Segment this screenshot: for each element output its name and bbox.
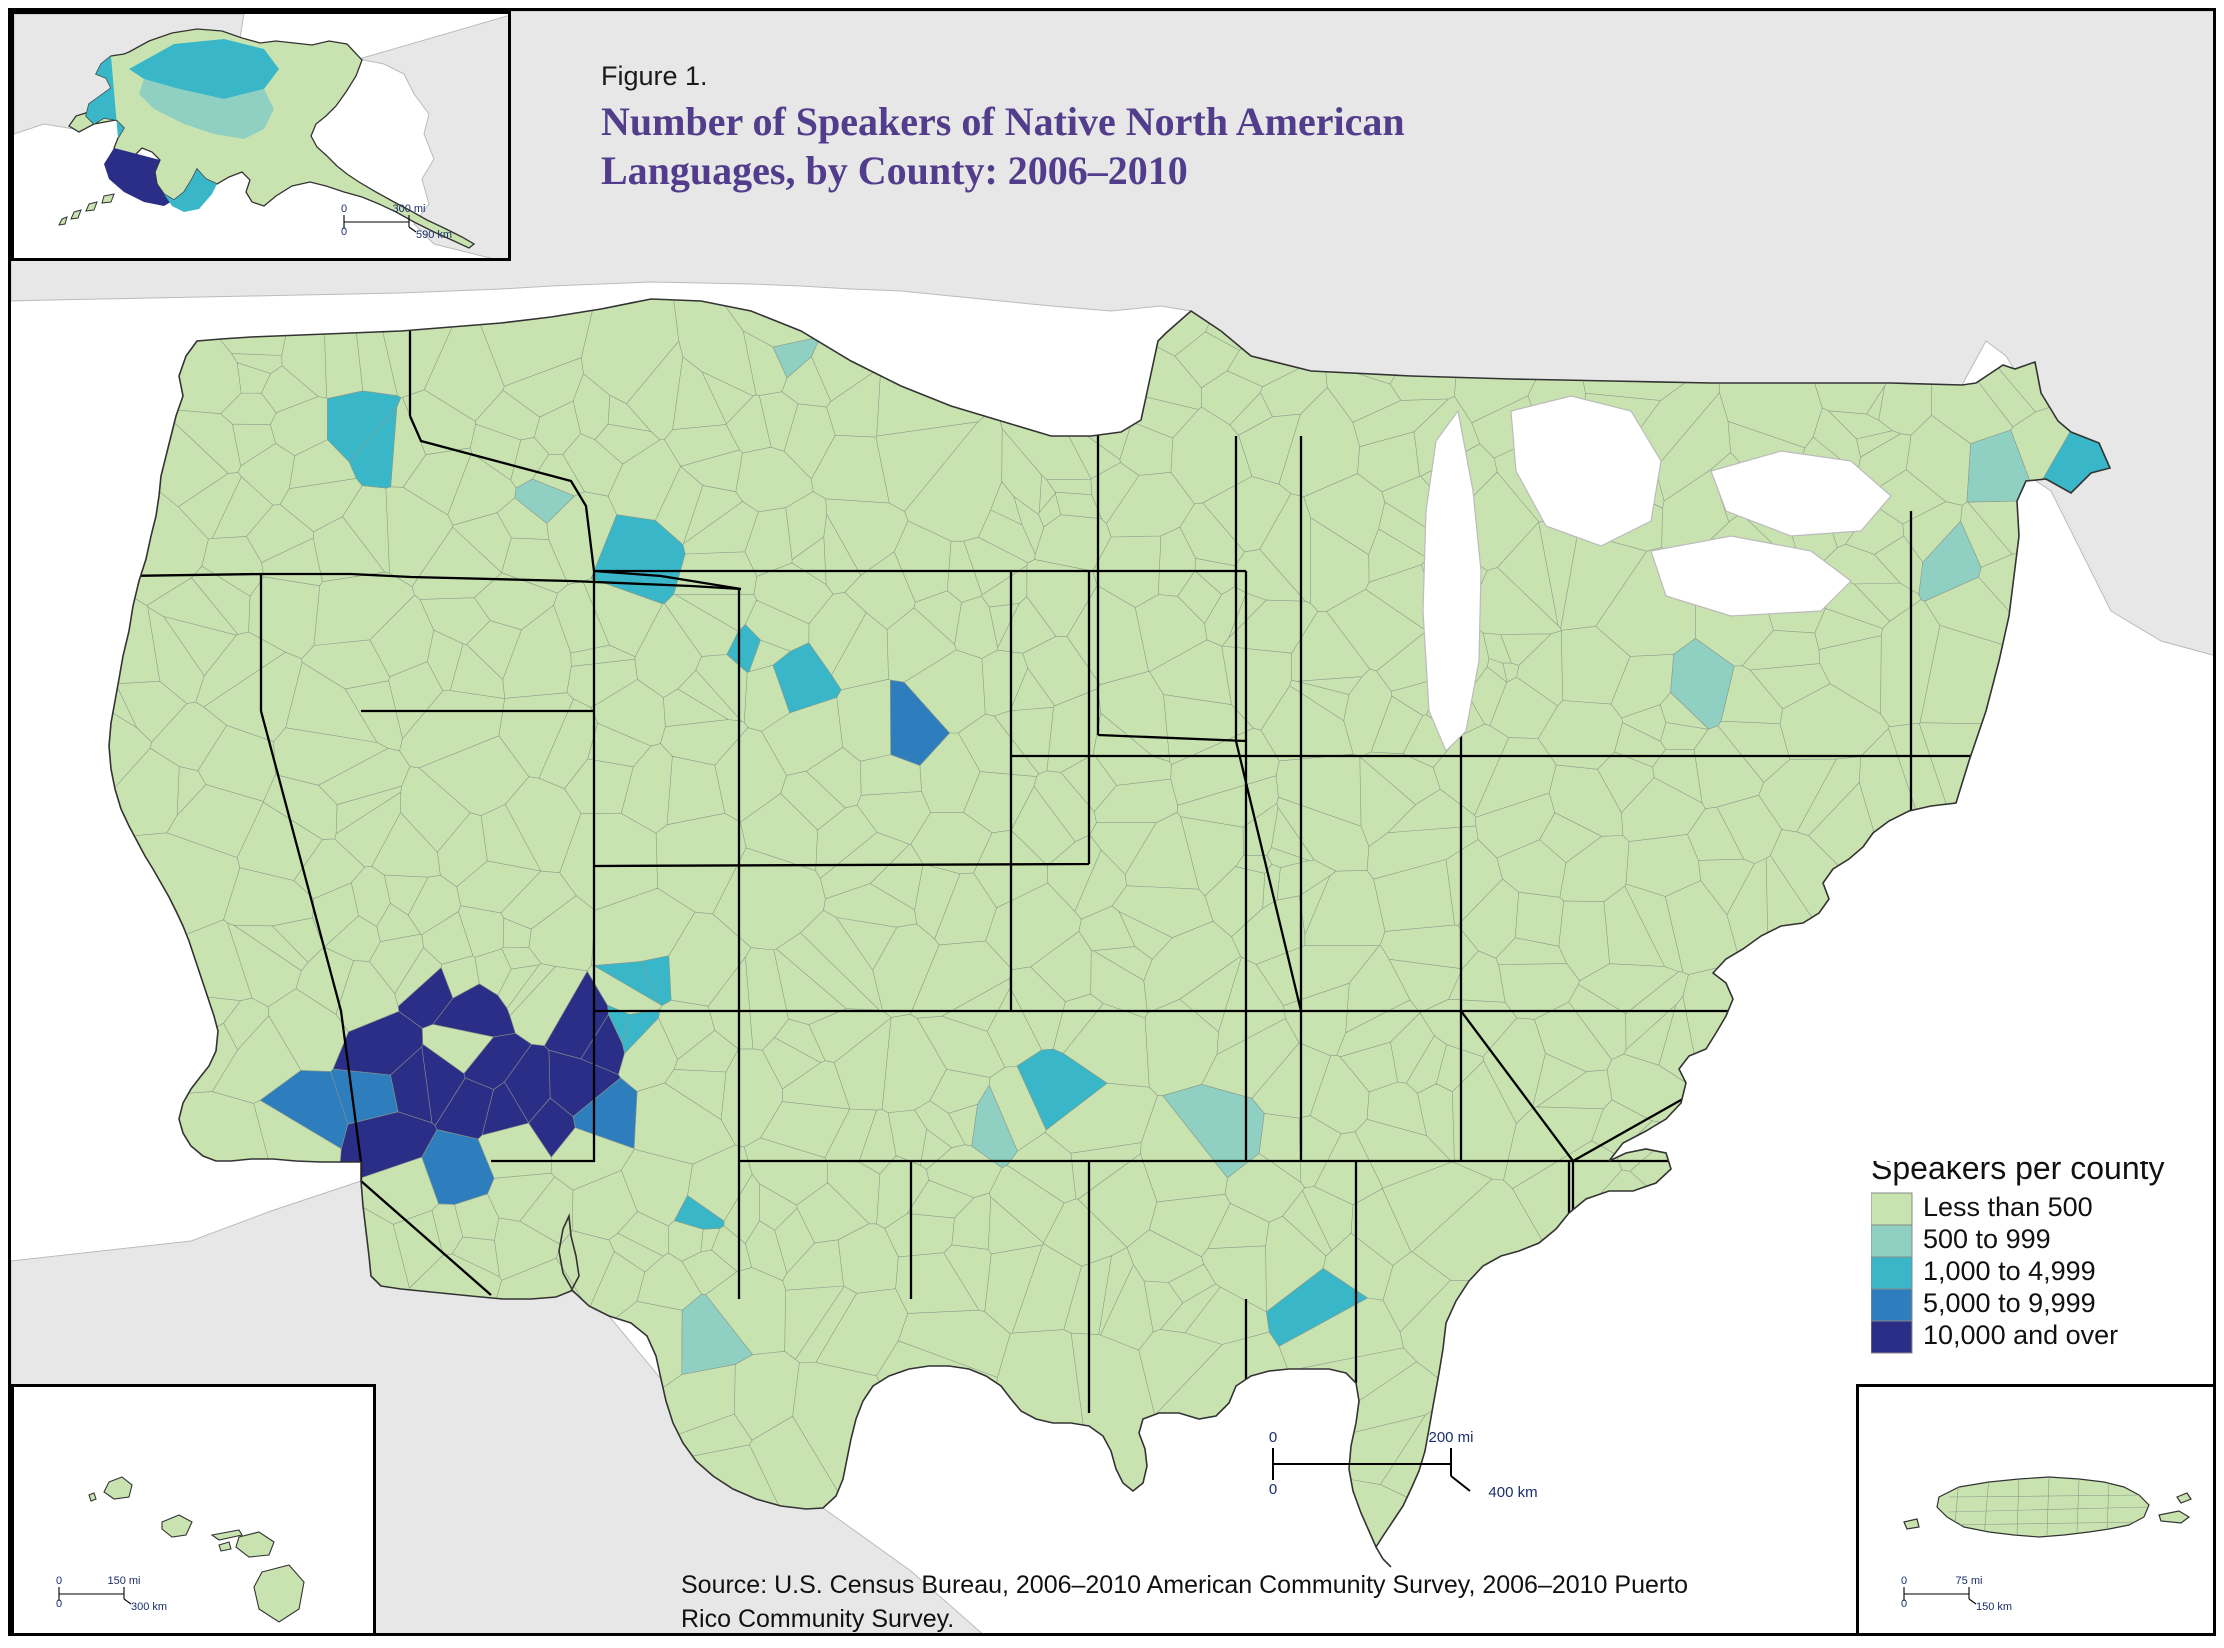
- svg-text:0: 0: [341, 226, 347, 238]
- svg-text:0: 0: [56, 1575, 62, 1587]
- svg-text:5,000 to 9,999: 5,000 to 9,999: [1923, 1288, 2096, 1318]
- svg-text:300 mi: 300 mi: [392, 203, 425, 215]
- svg-text:1,000 to 4,999: 1,000 to 4,999: [1923, 1256, 2096, 1286]
- svg-text:Less than 500: Less than 500: [1923, 1192, 2093, 1222]
- svg-text:0: 0: [1269, 1481, 1277, 1498]
- svg-text:Speakers per county: Speakers per county: [1871, 1161, 2165, 1186]
- svg-text:150 mi: 150 mi: [107, 1575, 140, 1587]
- svg-text:0: 0: [341, 203, 347, 215]
- svg-text:200 mi: 200 mi: [1428, 1429, 1473, 1446]
- svg-text:400 km: 400 km: [1488, 1484, 1537, 1501]
- svg-text:590 km: 590 km: [416, 229, 452, 241]
- svg-text:300 km: 300 km: [131, 1601, 167, 1613]
- svg-text:0: 0: [1269, 1429, 1277, 1446]
- svg-text:10,000 and over: 10,000 and over: [1923, 1320, 2118, 1350]
- svg-text:500 to 999: 500 to 999: [1923, 1224, 2051, 1254]
- svg-text:0: 0: [56, 1598, 62, 1610]
